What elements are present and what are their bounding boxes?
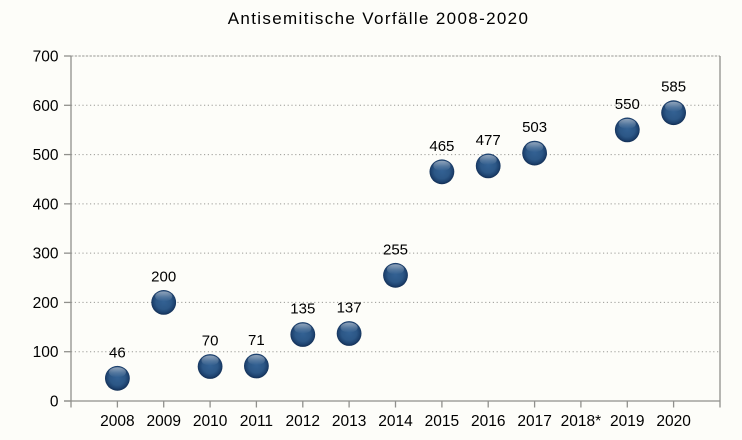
svg-text:2017: 2017 <box>517 413 551 430</box>
svg-text:71: 71 <box>248 332 265 349</box>
svg-text:2020: 2020 <box>656 413 691 430</box>
svg-text:550: 550 <box>615 96 640 113</box>
svg-text:0: 0 <box>50 394 59 411</box>
svg-text:500: 500 <box>33 147 59 164</box>
svg-text:600: 600 <box>33 98 59 115</box>
svg-text:585: 585 <box>661 79 686 96</box>
svg-text:2019: 2019 <box>610 413 644 430</box>
svg-text:46: 46 <box>109 344 126 361</box>
svg-text:135: 135 <box>290 301 315 318</box>
svg-text:477: 477 <box>476 132 501 149</box>
svg-text:2014: 2014 <box>378 413 413 430</box>
svg-text:2011: 2011 <box>240 413 273 430</box>
svg-text:465: 465 <box>429 138 454 155</box>
svg-text:700: 700 <box>33 49 59 66</box>
svg-text:2008: 2008 <box>100 413 134 430</box>
svg-text:2012: 2012 <box>286 413 320 430</box>
svg-text:Antisemitische Vorfälle 2008-2: Antisemitische Vorfälle 2008-2020 <box>228 9 530 28</box>
svg-text:503: 503 <box>522 119 547 136</box>
svg-text:70: 70 <box>202 333 219 350</box>
svg-text:2018*: 2018* <box>561 413 602 430</box>
svg-text:400: 400 <box>33 196 59 213</box>
svg-text:2010: 2010 <box>193 413 228 430</box>
svg-text:255: 255 <box>383 241 408 258</box>
svg-text:2009: 2009 <box>146 413 180 430</box>
svg-text:2015: 2015 <box>425 413 459 430</box>
svg-text:200: 200 <box>33 295 59 312</box>
svg-text:2016: 2016 <box>471 413 505 430</box>
svg-text:137: 137 <box>337 300 362 317</box>
svg-text:2013: 2013 <box>332 413 366 430</box>
svg-text:200: 200 <box>151 268 176 285</box>
svg-text:100: 100 <box>33 344 59 361</box>
svg-text:300: 300 <box>33 246 59 263</box>
